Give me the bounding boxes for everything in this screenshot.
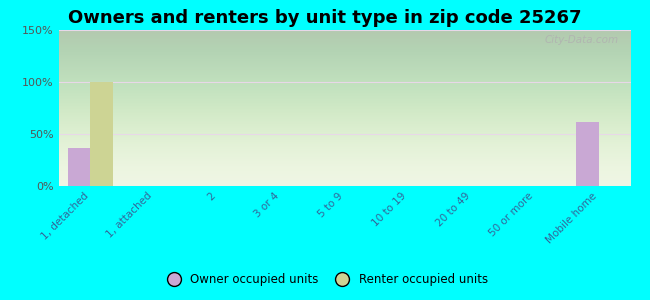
Text: Owners and renters by unit type in zip code 25267: Owners and renters by unit type in zip c… [68,9,582,27]
Bar [68,148,90,186]
Legend: Owner occupied units, Renter occupied units: Owner occupied units, Renter occupied un… [157,269,493,291]
Bar [577,122,599,186]
Bar [90,82,112,186]
Text: City-Data.com: City-Data.com [545,35,619,45]
